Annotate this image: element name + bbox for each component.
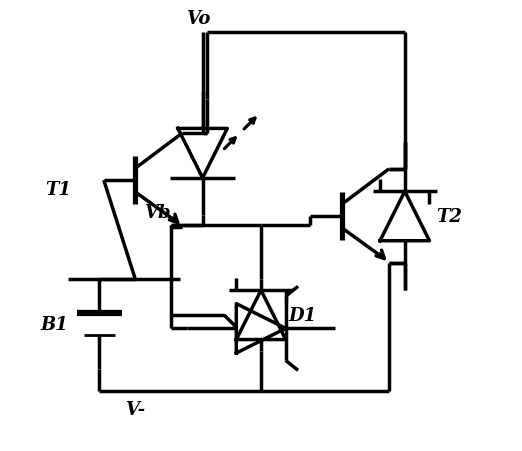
Text: Vb: Vb bbox=[144, 203, 171, 221]
Text: T2: T2 bbox=[436, 207, 462, 226]
Text: V-: V- bbox=[125, 400, 145, 418]
Text: T1: T1 bbox=[45, 181, 71, 198]
Text: D1: D1 bbox=[288, 306, 316, 324]
Text: B1: B1 bbox=[41, 315, 68, 333]
Text: Vo: Vo bbox=[186, 10, 210, 28]
